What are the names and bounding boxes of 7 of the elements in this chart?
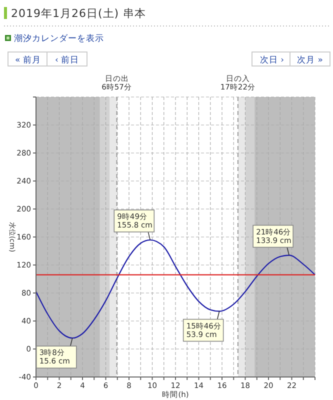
text: 次日 › [260, 54, 284, 66]
text: 潮汐カレンダーを表示 [14, 33, 104, 44]
line-series [35, 239, 316, 339]
text: 次月 » [297, 54, 323, 66]
text: ‹ 前日 [54, 54, 80, 66]
chart-title: 2019年1月26日(土) 串本 [11, 7, 146, 20]
text: « 前月 [15, 54, 41, 66]
